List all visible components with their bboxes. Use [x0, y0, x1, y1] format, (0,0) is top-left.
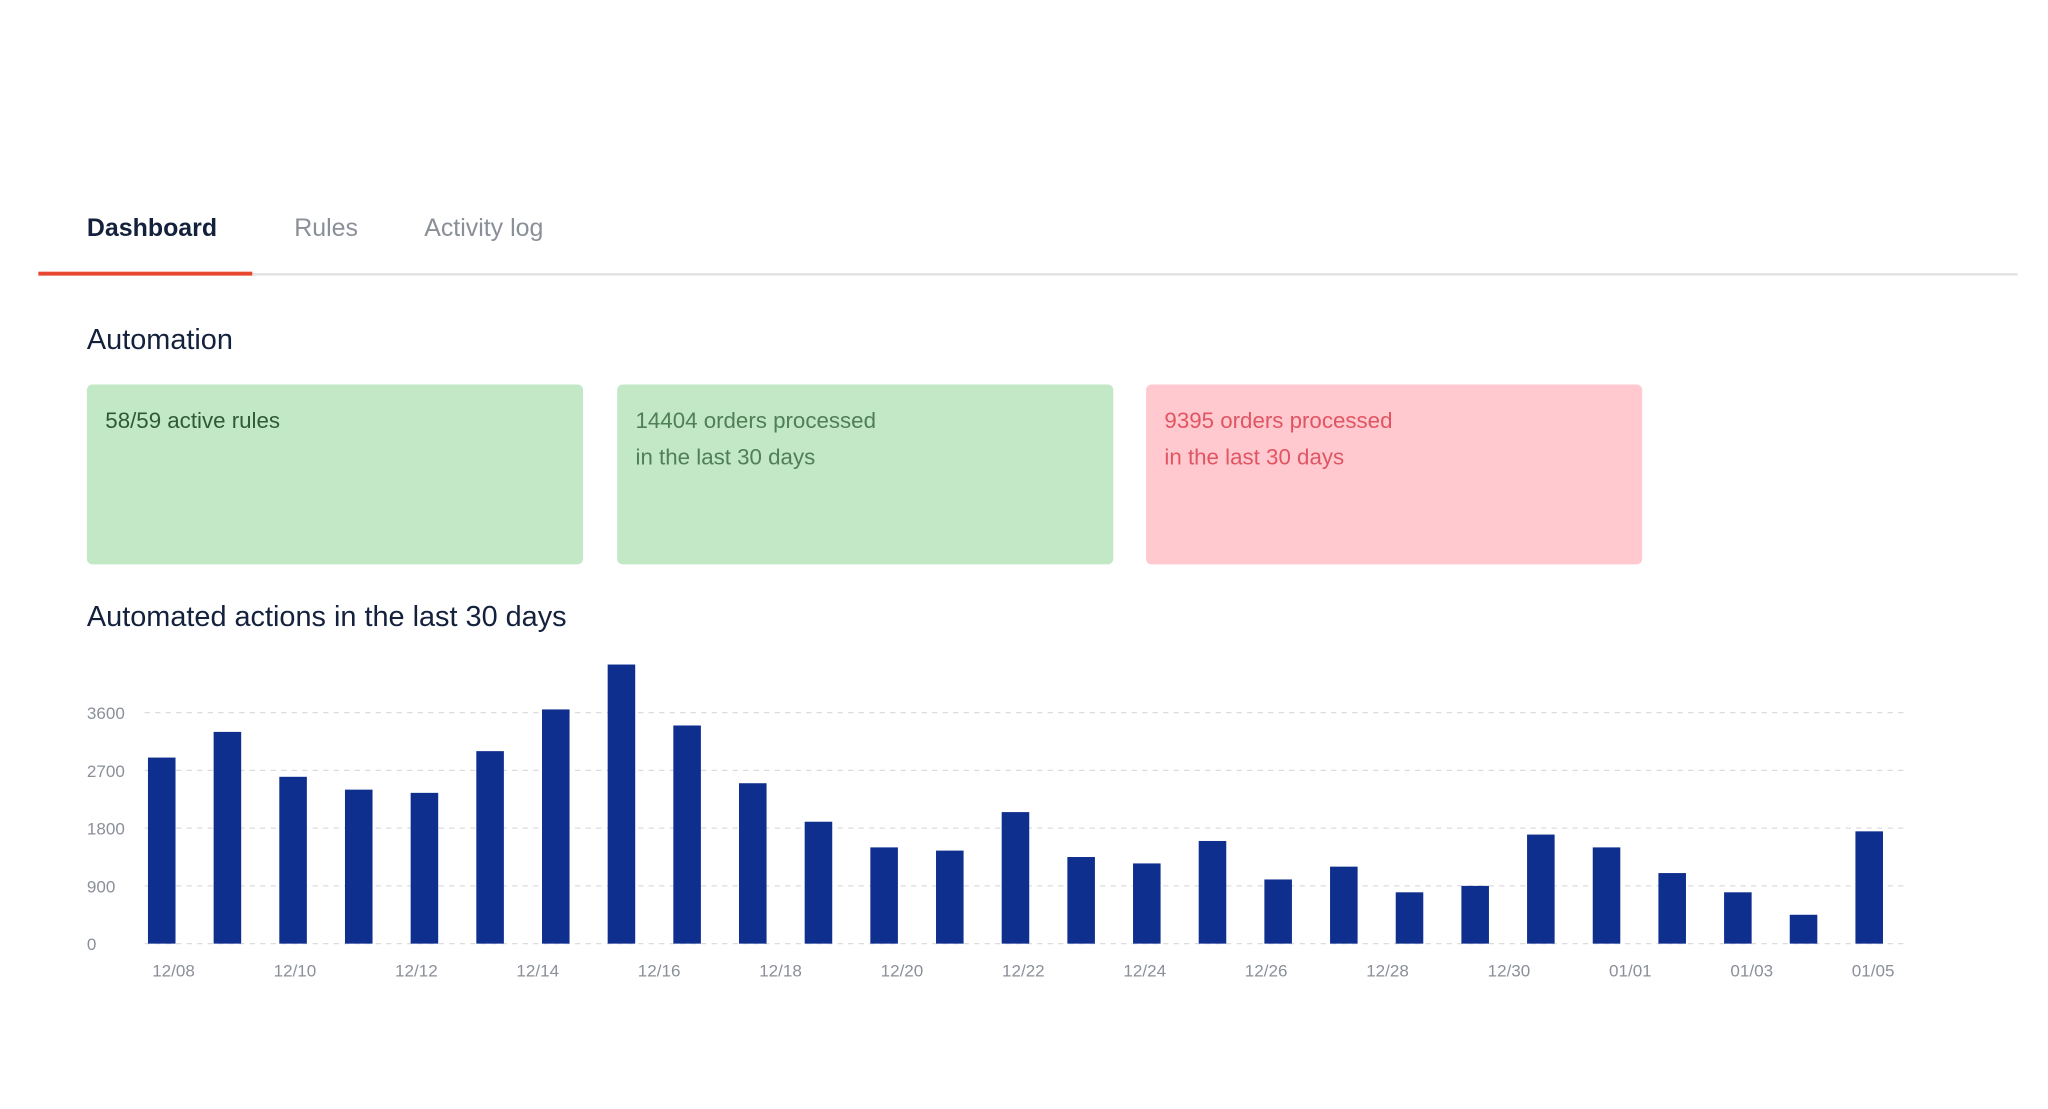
tab[interactable]: Rules — [294, 214, 358, 242]
bar — [1264, 879, 1292, 944]
bar — [739, 783, 767, 944]
x-tick-label: 12/14 — [516, 961, 559, 980]
bar — [213, 731, 242, 944]
x-tick-label: 12/26 — [1245, 961, 1288, 980]
card — [1146, 384, 1643, 565]
x-tick-label: 12/30 — [1488, 961, 1531, 980]
x-tick-label: 12/22 — [1002, 961, 1045, 980]
bar — [1133, 863, 1161, 944]
card-text: in the last 30 days — [636, 445, 816, 470]
x-tick-label: 01/05 — [1852, 961, 1895, 980]
chart-title: Automated actions in the last 30 days — [87, 601, 567, 633]
bar — [344, 789, 373, 944]
bar — [476, 751, 504, 944]
bar — [541, 709, 570, 944]
x-tick-label: 12/10 — [274, 961, 317, 980]
x-tick-label: 01/03 — [1730, 961, 1773, 980]
bar — [1001, 812, 1030, 944]
x-tick-label: 12/18 — [759, 961, 802, 980]
card-text: 9395 orders processed — [1164, 408, 1392, 433]
bar — [673, 725, 701, 944]
card — [86, 384, 584, 565]
card-text: in the last 30 days — [1164, 445, 1344, 470]
bar — [1855, 831, 1883, 944]
bar — [870, 847, 898, 944]
bar — [1198, 840, 1227, 944]
bar — [1527, 834, 1555, 944]
x-tick-label: 12/20 — [881, 961, 924, 980]
x-tick-label: 12/28 — [1366, 961, 1409, 980]
tab[interactable]: Dashboard — [87, 214, 217, 242]
x-tick-label: 12/12 — [395, 961, 438, 980]
bar — [1789, 914, 1818, 944]
bar — [147, 757, 176, 944]
bar — [1461, 885, 1489, 944]
bar — [1658, 873, 1686, 944]
bar — [804, 821, 833, 944]
x-tick-label: 01/01 — [1609, 961, 1652, 980]
bar — [936, 850, 964, 944]
y-tick-label: 2700 — [87, 762, 125, 781]
bar — [1724, 892, 1752, 944]
x-tick-label: 12/16 — [638, 961, 681, 980]
y-tick-label: 1800 — [87, 820, 125, 839]
tab[interactable]: Activity log — [424, 214, 543, 242]
bar — [410, 792, 439, 944]
card-text: 14404 orders processed — [636, 408, 876, 433]
x-tick-label: 12/08 — [152, 961, 195, 980]
bar — [607, 664, 636, 944]
card — [617, 384, 1114, 565]
section-title: Automation — [87, 324, 233, 356]
bar — [1395, 892, 1424, 944]
bar — [1067, 857, 1095, 944]
bar — [1330, 866, 1358, 944]
bar — [279, 776, 307, 944]
y-tick-label: 3600 — [87, 704, 125, 723]
card-text: 58/59 active rules — [105, 408, 280, 433]
bar — [1592, 847, 1621, 944]
y-tick-label: 0 — [87, 935, 96, 954]
active-tab-indicator — [38, 271, 253, 276]
y-tick-label: 900 — [87, 877, 115, 896]
x-tick-label: 12/24 — [1123, 961, 1166, 980]
